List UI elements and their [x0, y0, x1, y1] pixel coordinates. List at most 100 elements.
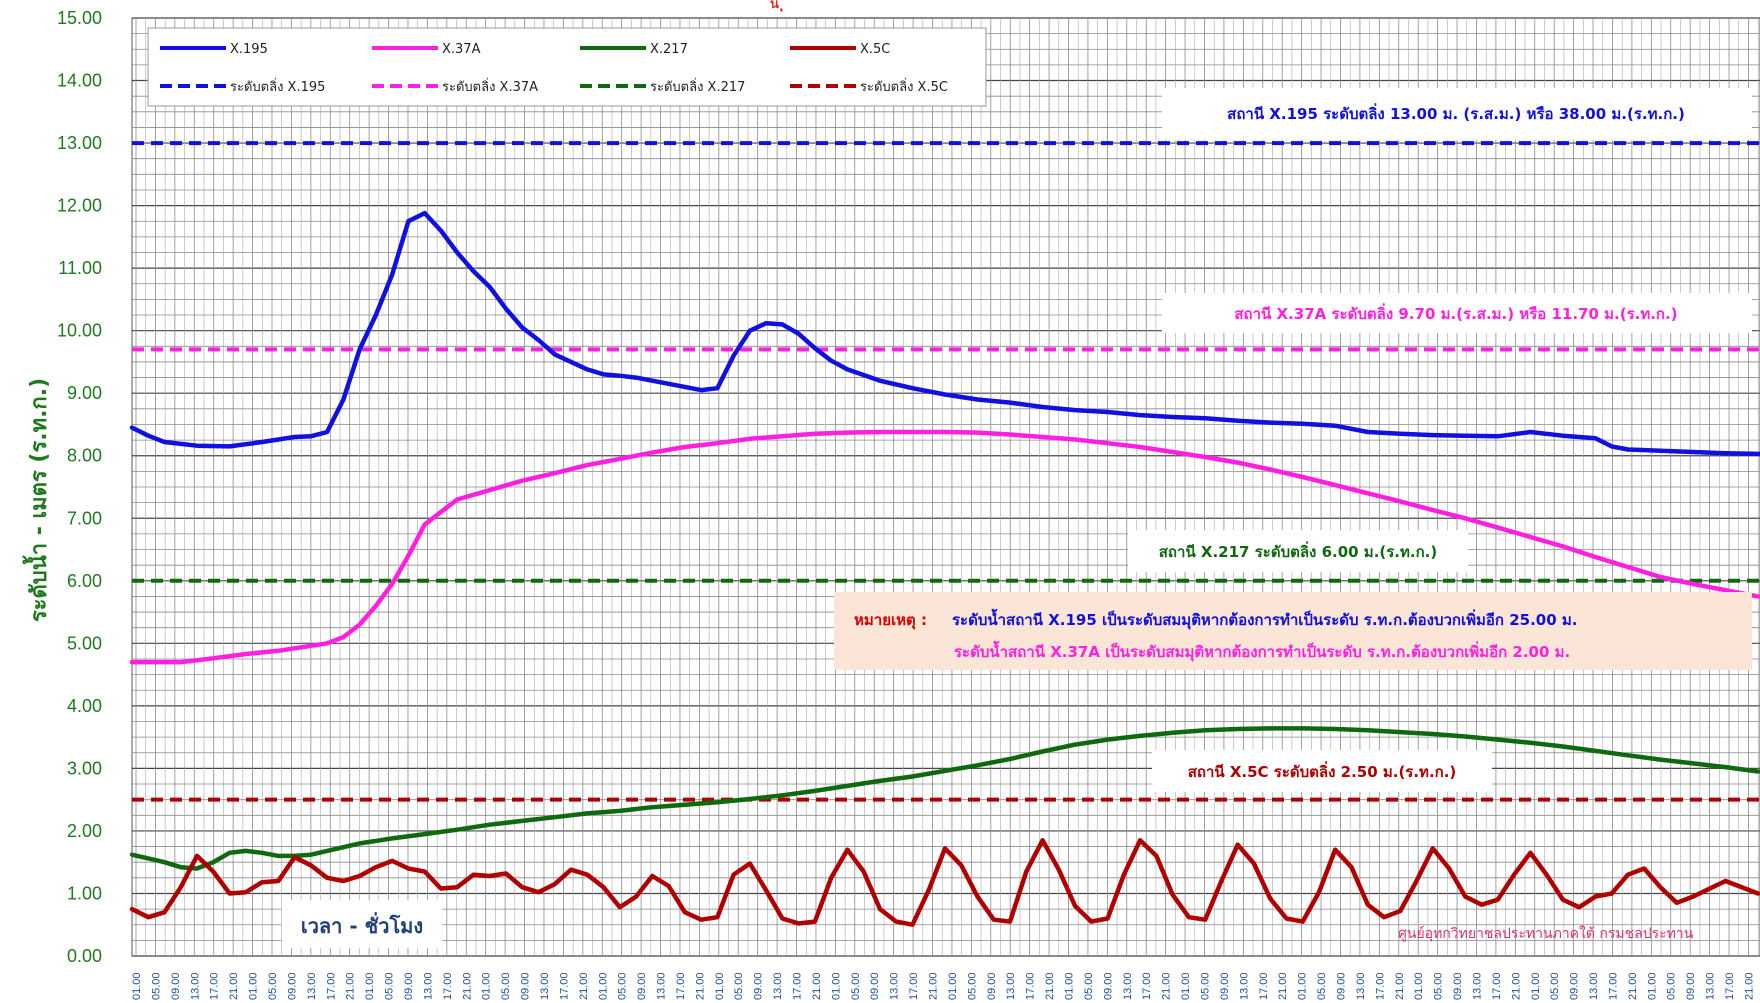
x-tick-label: 13.00 — [1471, 972, 1483, 1000]
x-tick-label: 13.00 — [1238, 972, 1250, 1000]
x-tick-label: 21.00 — [1510, 972, 1522, 1000]
x-tick-label: 13.00 — [539, 972, 551, 1000]
x-tick-label: 21.00 — [1394, 972, 1406, 1000]
x-tick-label: 17.00 — [1724, 972, 1736, 1000]
x-tick-label: 13.00 — [772, 972, 784, 1000]
x-tick-label: 09.00 — [1219, 972, 1231, 1000]
y-tick-label: 9.00 — [67, 383, 102, 403]
x-tick-label: 17.00 — [1607, 972, 1619, 1000]
x-tick-label: 17.00 — [1258, 972, 1270, 1000]
x-tick-label: 09.00 — [1685, 972, 1697, 1000]
x-tick-label: 17.00 — [1141, 972, 1153, 1000]
legend-box — [147, 27, 987, 107]
x-tick-label: 05.00 — [1549, 972, 1561, 1000]
series-lines — [129, 210, 1760, 927]
legend-label: ระดับตลิ่ง X.37A — [442, 78, 538, 95]
x-tick-label: 21.00 — [578, 972, 590, 1000]
x-tick-label: 05.00 — [500, 972, 512, 1000]
x-tick-label: 21.00 — [1743, 972, 1755, 1000]
x-tick-label: 01.00 — [714, 972, 726, 1000]
x-tick-label: 05.00 — [1666, 972, 1678, 1000]
x-tick-label: 21.00 — [1044, 972, 1056, 1000]
x-tick-label: 13.00 — [656, 972, 668, 1000]
x-tick-label: 05.00 — [1433, 972, 1445, 1000]
x-tick-label: 09.00 — [869, 972, 881, 1000]
x-tick-label: 13.00 — [422, 972, 434, 1000]
x-tick-label: 13.00 — [1122, 972, 1134, 1000]
x-tick-label: 05.00 — [267, 972, 279, 1000]
x-tick-label: 01.00 — [1530, 972, 1542, 1000]
legend-label: X.5C — [860, 42, 890, 57]
y-axis-ticks: 0.00 1.00 2.00 3.00 4.00 5.00 6.00 7.00 8.00 9.00… — [57, 8, 102, 966]
x-tick-label: 13.00 — [306, 972, 318, 1000]
x-tick-label: 21.00 — [345, 972, 357, 1000]
series-line — [129, 838, 1760, 927]
y-tick-label: 6.00 — [67, 571, 102, 591]
legend-label: ระดับตลิ่ง X.195 — [230, 78, 325, 95]
y-tick-label: 13.00 — [57, 133, 102, 153]
series-line — [129, 210, 1760, 457]
x-tick-label: 09.00 — [636, 972, 648, 1000]
legend-label: ระดับตลิ่ง X.217 — [650, 78, 745, 95]
note-box — [834, 592, 1752, 670]
x-tick-label: 13.00 — [1005, 972, 1017, 1000]
x-tick-label: 21.00 — [1627, 972, 1639, 1000]
x-tick-label: 13.00 — [1705, 972, 1717, 1000]
x-tick-label: 01.00 — [248, 972, 260, 1000]
series-line — [129, 726, 1760, 871]
y-tick-label: 10.00 — [57, 321, 102, 341]
annotation-x195: สถานี X.195 ระดับตลิ่ง 13.00 ม. (ร.ส.ม.)… — [1227, 103, 1685, 123]
x-tick-label: 09.00 — [1102, 972, 1114, 1000]
x-tick-label: 17.00 — [209, 972, 221, 1000]
bank-level-lines — [132, 141, 1760, 802]
x-tick-label: 09.00 — [1569, 972, 1581, 1000]
x-tick-label: 17.00 — [442, 972, 454, 1000]
note-line-2: ระดับน้ำสถานี X.37A เป็นระดับสมมุติหากต้… — [954, 640, 1570, 662]
x-tick-label: 09.00 — [286, 972, 298, 1000]
legend: X.195 X.37A X.217 X.5C ระดับตลิ่ง X.195 ระดับ… — [147, 27, 987, 107]
x-axis-ticks: 01.00 05.00 09.00 13.00 17.00 21.00 01.00 05.00… — [131, 972, 1755, 1000]
x-tick-label: 05.00 — [150, 972, 162, 1000]
x-tick-label: 09.00 — [170, 972, 182, 1000]
x-tick-label: 01.00 — [364, 972, 376, 1000]
x-tick-label: 13.00 — [189, 972, 201, 1000]
x-tick-label: 01.00 — [1413, 972, 1425, 1000]
x-tick-label: 05.00 — [617, 972, 629, 1000]
y-tick-label: 2.00 — [67, 821, 102, 841]
x-tick-label: 21.00 — [1161, 972, 1173, 1000]
annotation-x37a: สถานี X.37A ระดับตลิ่ง 9.70 ม.(ร.ส.ม.) ห… — [1234, 303, 1677, 323]
legend-label: X.195 — [230, 42, 268, 57]
x-tick-label: 01.00 — [1297, 972, 1309, 1000]
y-tick-label: 7.00 — [67, 508, 102, 528]
x-tick-label: 21.00 — [228, 972, 240, 1000]
x-tick-label: 01.00 — [1646, 972, 1658, 1000]
chart-title-fragment: น ุ — [770, 0, 783, 12]
x-tick-label: 17.00 — [1491, 972, 1503, 1000]
y-tick-label: 15.00 — [57, 8, 102, 28]
y-axis-label: ระดับน้ำ - เมตร (ร.ท.ก.) — [22, 378, 52, 622]
y-tick-label: 3.00 — [67, 758, 102, 778]
annotation-box-x195 — [1162, 88, 1752, 140]
x-tick-label: 05.00 — [1083, 972, 1095, 1000]
annotation-box-x217 — [1128, 530, 1468, 572]
x-tick-label: 05.00 — [966, 972, 978, 1000]
x-tick-label: 09.00 — [403, 972, 415, 1000]
x-tick-label: 17.00 — [908, 972, 920, 1000]
x-tick-label: 21.00 — [461, 972, 473, 1000]
y-tick-label: 1.00 — [67, 883, 102, 903]
y-tick-label: 12.00 — [57, 196, 102, 216]
x-tick-label: 13.00 — [1355, 972, 1367, 1000]
x-tick-label: 05.00 — [733, 972, 745, 1000]
x-tick-label: 05.00 — [1316, 972, 1328, 1000]
x-tick-label: 21.00 — [928, 972, 940, 1000]
x-tick-label: 21.00 — [1277, 972, 1289, 1000]
legend-label: X.37A — [442, 42, 481, 57]
x-tick-label: 09.00 — [986, 972, 998, 1000]
x-tick-label: 05.00 — [384, 972, 396, 1000]
x-tick-label: 21.00 — [694, 972, 706, 1000]
y-tick-label: 4.00 — [67, 696, 102, 716]
annotation-box-x37a — [1162, 293, 1752, 333]
x-tick-label: 09.00 — [1335, 972, 1347, 1000]
y-tick-label: 14.00 — [57, 71, 102, 91]
